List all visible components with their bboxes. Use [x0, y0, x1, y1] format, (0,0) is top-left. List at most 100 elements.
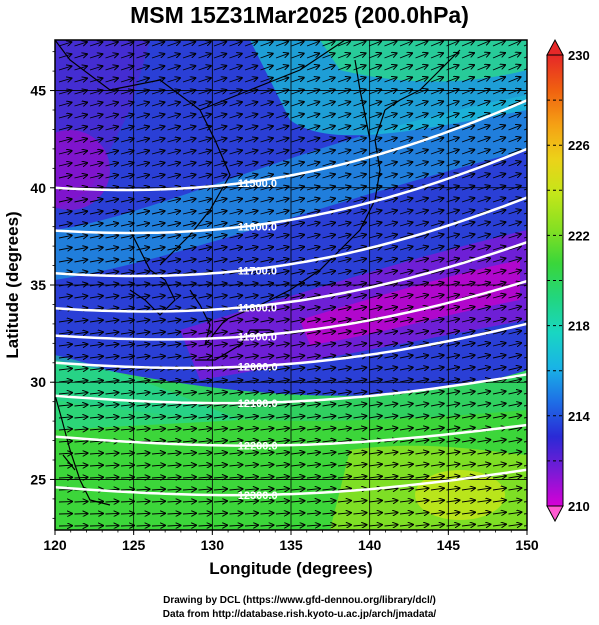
y-tick-label: 35 [30, 277, 46, 293]
x-tick-label: 135 [279, 537, 303, 553]
wind-arrow [120, 405, 134, 406]
wind-arrow [399, 283, 413, 286]
wind-arrow [337, 235, 351, 238]
wind-arrow [244, 320, 258, 322]
wind-arrow [167, 42, 180, 47]
wind-arrow [229, 392, 243, 394]
wind-arrow [260, 477, 274, 478]
wind-arrow [151, 151, 165, 154]
wind-arrow [461, 53, 474, 59]
wind-arrow [477, 452, 491, 454]
wind-arrow [430, 283, 444, 286]
wind-arrow [260, 186, 274, 190]
wind-arrow [244, 344, 258, 346]
wind-arrow [415, 295, 429, 298]
wind-arrow [415, 65, 428, 71]
wind-arrow [523, 248, 527, 251]
wind-arrow [105, 235, 119, 238]
wind-arrow [322, 271, 336, 274]
wind-arrow [508, 295, 522, 298]
wind-arrow [461, 343, 475, 346]
wind-arrow [89, 54, 102, 59]
wind-arrow [461, 210, 474, 214]
wind-arrow [337, 392, 351, 394]
wind-arrow [508, 428, 522, 430]
wind-arrow [399, 319, 413, 322]
wind-arrow [384, 416, 398, 418]
wind-arrow [384, 222, 397, 226]
wind-arrow [492, 234, 505, 238]
wind-arrow [399, 476, 413, 478]
wind-arrow [213, 295, 227, 298]
wind-arrow [461, 452, 475, 454]
wind-arrow [229, 320, 243, 322]
wind-arrow [384, 102, 397, 107]
wind-arrow [337, 440, 351, 442]
wind-arrow [415, 271, 429, 274]
wind-arrow [523, 236, 527, 239]
wind-arrow [167, 235, 181, 238]
wind-arrow [353, 102, 366, 107]
wind-arrow [399, 488, 413, 490]
x-tick-label: 120 [43, 537, 67, 553]
wind-arrow [167, 163, 181, 166]
wind-arrow [384, 259, 398, 262]
wind-arrow [260, 452, 274, 454]
wind-arrow [151, 271, 165, 274]
wind-arrow [198, 247, 212, 250]
wind-arrow [415, 416, 429, 418]
wind-arrow [477, 101, 490, 107]
wind-arrow [508, 125, 521, 131]
wind-arrow [415, 283, 429, 286]
wind-arrow [477, 77, 490, 83]
wind-arrow [120, 308, 134, 310]
wind-arrow [167, 223, 181, 226]
wind-arrow [105, 453, 119, 454]
wind-arrow [198, 150, 211, 154]
wind-arrow [492, 331, 506, 334]
wind-arrow [291, 223, 305, 226]
wind-arrow [477, 307, 491, 310]
wind-arrow [89, 235, 103, 238]
wind-arrow [477, 403, 491, 406]
wind-arrow [508, 162, 521, 167]
wind-arrow [477, 222, 490, 226]
wind-arrow [151, 356, 165, 358]
wind-arrow [58, 356, 72, 358]
wind-arrow [260, 307, 274, 310]
wind-arrow [229, 501, 243, 502]
wind-arrow [337, 331, 351, 334]
wind-arrow [477, 258, 490, 262]
wind-arrow [244, 271, 258, 274]
wind-arrow [368, 392, 382, 394]
wind-arrow [74, 417, 88, 418]
wind-arrow [182, 163, 196, 166]
wind-arrow [415, 234, 428, 238]
wind-arrow [508, 307, 522, 310]
wind-arrow [368, 367, 382, 370]
wind-arrow [306, 501, 320, 502]
wind-arrow [58, 332, 72, 334]
wind-arrow [384, 476, 398, 478]
wind-arrow [105, 163, 119, 166]
wind-arrow [244, 404, 258, 406]
wind-arrow [430, 440, 444, 442]
wind-arrow [275, 295, 289, 298]
wind-arrow [213, 54, 226, 59]
wind-arrow [260, 356, 274, 358]
wind-arrow [136, 163, 150, 166]
wind-arrow [275, 259, 289, 262]
wind-arrow [151, 42, 164, 47]
wind-arrow [353, 65, 366, 71]
wind-arrow [322, 102, 335, 107]
wind-arrow [353, 380, 367, 382]
wind-arrow [508, 331, 522, 334]
wind-arrow [523, 296, 527, 299]
wind-arrow [89, 151, 103, 154]
wind-arrow [213, 392, 227, 394]
wind-arrow [337, 114, 350, 119]
wind-arrow [368, 283, 382, 286]
wind-arrow [182, 489, 196, 490]
wind-arrow [229, 489, 243, 490]
wind-arrow [508, 476, 522, 478]
